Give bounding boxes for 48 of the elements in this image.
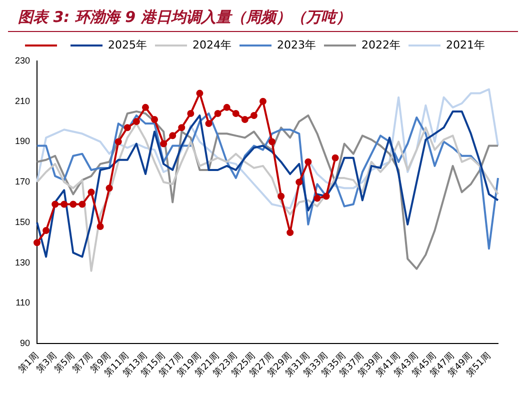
point (241, 116, 248, 124)
point (124, 124, 131, 132)
legend-label: 2021年 (446, 38, 485, 52)
chart-title: 图表 3: 环渤海 9 港日均调入量（周频）（万吨） (8, 8, 518, 32)
point (132, 118, 140, 126)
point (322, 192, 330, 200)
point (169, 132, 176, 140)
point (196, 90, 204, 97)
y-tick-label: 130 (14, 257, 30, 268)
point (304, 158, 312, 166)
y-tick-label: 210 (14, 96, 30, 106)
point (278, 192, 285, 200)
point (96, 222, 104, 230)
point (223, 104, 230, 111)
legend-label: 2023年 (277, 38, 316, 52)
legend-label: 2022年 (361, 38, 400, 52)
point (214, 110, 222, 117)
point (42, 227, 50, 234)
point (151, 116, 158, 124)
point (142, 104, 149, 111)
point (259, 98, 266, 105)
point (187, 110, 194, 117)
point (114, 138, 122, 146)
point (34, 239, 41, 246)
point (70, 200, 77, 208)
point (296, 178, 303, 186)
point (178, 124, 186, 132)
point (160, 140, 168, 148)
point (232, 110, 240, 117)
point (286, 229, 294, 236)
point (88, 188, 95, 196)
legend-label: 2024年 (192, 38, 232, 52)
point (332, 154, 339, 162)
point (78, 200, 86, 208)
y-tick-label: 170 (14, 176, 30, 187)
y-tick-label: 110 (16, 298, 30, 308)
point (60, 200, 68, 208)
point (268, 138, 276, 146)
y-tick-label: 90 (20, 338, 30, 348)
point (314, 194, 321, 202)
point (52, 200, 59, 208)
y-tick-label: 150 (14, 216, 30, 227)
point (205, 120, 212, 128)
legend-label: 2025年 (108, 38, 148, 52)
y-tick-label: 230 (14, 55, 30, 66)
y-tick-label: 190 (14, 136, 30, 146)
point (106, 184, 113, 192)
point (250, 112, 258, 119)
